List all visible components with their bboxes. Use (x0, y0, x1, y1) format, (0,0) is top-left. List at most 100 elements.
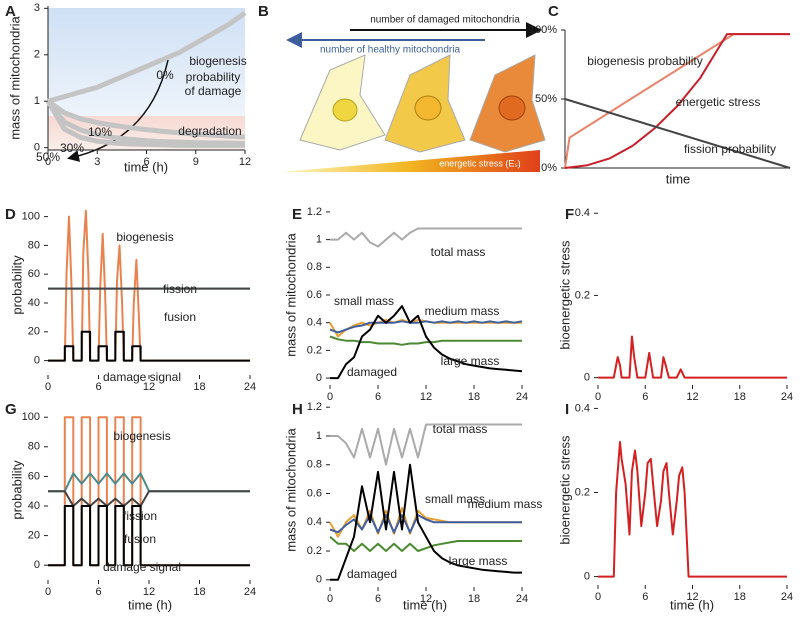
x-tick-label: 12 (686, 391, 698, 403)
y-tick-label: 0 (316, 574, 322, 586)
x-tick-label: 12 (420, 593, 432, 605)
x-tick-label: 0 (45, 586, 51, 598)
y-tick-label: 1 (316, 234, 322, 246)
series-line (48, 416, 250, 567)
series-line (48, 209, 250, 362)
series-line (598, 335, 787, 379)
y-tick-label: 3 (34, 2, 40, 14)
x-tick-label: 12 (420, 391, 432, 403)
series-line (330, 227, 522, 248)
x-tick-label: 6 (375, 391, 381, 403)
series-line (330, 423, 522, 466)
y-tick-label: 0.8 (307, 261, 322, 273)
x-axis-label: time (h) (670, 597, 714, 612)
x-tick-label: 0 (45, 381, 51, 393)
y-axis-label: probability (9, 460, 24, 520)
series-line (330, 463, 522, 581)
series-label: damaged (347, 567, 397, 581)
y-axis-label: bioenergetic stress (557, 240, 572, 350)
x-axis-label: time (h) (128, 597, 172, 612)
x-tick-label: 0 (595, 591, 601, 603)
stress-wedge (280, 150, 540, 172)
y-tick-label: 80 (28, 441, 40, 453)
series-label: 10% (88, 125, 112, 139)
series-label: damage signal (103, 370, 181, 384)
y-tick-label: 0.4 (307, 317, 322, 329)
series-line (48, 472, 250, 493)
panel-letter: D (5, 206, 16, 223)
y-tick-label: 1 (34, 95, 40, 107)
x-tick-label: 24 (516, 391, 528, 403)
biogenesis-region (48, 8, 245, 116)
series-label: small mass (425, 492, 485, 506)
series-line (46, 99, 246, 140)
x-tick-label: 6 (642, 391, 648, 403)
x-tick-label: 18 (468, 593, 480, 605)
series-line (45, 99, 245, 148)
y-tick-label: 80 (28, 239, 40, 251)
x-axis-label: time (666, 171, 691, 186)
y-tick-label: 100 (22, 411, 40, 423)
x-tick-label: 12 (143, 381, 155, 393)
x-tick-label: 6 (375, 593, 381, 605)
y-tick-label: 0.2 (575, 289, 590, 301)
damage-arrow (67, 59, 169, 162)
series-line (48, 490, 250, 507)
healthy-label: number of healthy mitochondria (320, 45, 461, 56)
x-tick-label: 12 (686, 591, 698, 603)
y-tick-label: 0 (34, 355, 40, 367)
x-tick-label: 0 (327, 391, 333, 403)
y-tick-label: 1 (316, 430, 322, 442)
series-label: energetic stress (676, 95, 761, 109)
series-label: 0% (156, 68, 174, 82)
x-tick-label: 24 (781, 391, 793, 403)
x-tick-label: 0 (595, 391, 601, 403)
series-line (598, 441, 787, 578)
y-tick-label: 100% (529, 24, 557, 36)
panel-letter: F (565, 206, 574, 223)
x-tick-label: 24 (244, 586, 256, 598)
x-tick-label: 18 (193, 381, 205, 393)
x-axis-label: time (h) (124, 159, 168, 174)
series-label: medium mass (425, 304, 500, 318)
y-tick-label: 0 (34, 142, 40, 154)
series-label: fission (123, 509, 157, 523)
series-line (48, 330, 250, 362)
y-tick-label: 50% (535, 93, 557, 105)
series-line (329, 535, 522, 552)
nucleus (332, 98, 358, 122)
panel-letter: C (548, 3, 559, 20)
annotation: of damage (185, 84, 242, 98)
series-label: biogenesis (116, 230, 173, 244)
x-tick-label: 9 (193, 156, 199, 168)
x-tick-label: 18 (193, 586, 205, 598)
y-axis-label: probability (9, 255, 24, 315)
y-tick-label: 0 (584, 570, 590, 582)
series-label: fission (163, 282, 197, 296)
series-line (329, 320, 523, 334)
x-tick-label: 18 (734, 591, 746, 603)
y-axis-label: mass of mitochondria (283, 427, 298, 551)
series-label: biogenesis (113, 429, 170, 443)
y-tick-label: 0.8 (307, 459, 322, 471)
y-tick-label: 0.4 (307, 516, 322, 528)
x-tick-label: 3 (94, 156, 100, 168)
x-tick-label: 12 (239, 156, 251, 168)
stress-label: energetic stress (Eₛ) (439, 158, 520, 168)
y-tick-label: 0 (316, 372, 322, 384)
panel-letter: E (292, 206, 302, 223)
x-tick-label: 24 (516, 593, 528, 605)
y-tick-label: 0 (34, 559, 40, 571)
y-tick-label: 40 (28, 500, 40, 512)
y-axis-label: bioenergetic stress (557, 435, 572, 545)
annotation: probability (186, 70, 241, 84)
x-tick-label: 24 (781, 591, 793, 603)
damaged-label: number of damaged mitochondria (370, 15, 520, 26)
x-tick-label: 18 (734, 391, 746, 403)
x-tick-label: 6 (95, 381, 101, 393)
series-line (329, 514, 522, 534)
y-tick-label: 0.2 (575, 486, 590, 498)
y-tick-label: 40 (28, 297, 40, 309)
x-tick-label: 6 (143, 156, 149, 168)
